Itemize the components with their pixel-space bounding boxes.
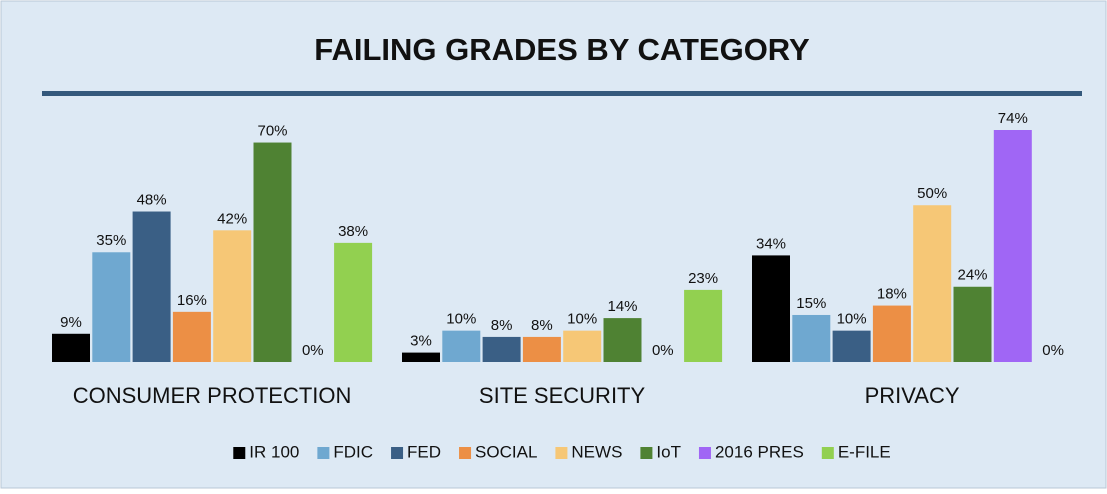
bar xyxy=(253,142,292,362)
legend-swatch xyxy=(459,447,472,459)
value-label: 14% xyxy=(607,298,637,315)
x-tick-label: SITE SECURITY xyxy=(479,383,646,408)
bar xyxy=(172,311,211,362)
legend-swatch xyxy=(391,447,404,459)
value-label: 10% xyxy=(837,311,867,328)
value-label: 0% xyxy=(652,342,674,359)
value-label: 18% xyxy=(877,286,907,303)
bar xyxy=(52,333,90,362)
bar xyxy=(213,230,252,362)
legend-label: E-FILE xyxy=(838,442,891,461)
value-label: 38% xyxy=(338,223,368,240)
value-label: 23% xyxy=(688,270,718,287)
bar xyxy=(603,318,642,362)
value-label: 9% xyxy=(60,314,82,331)
bar xyxy=(752,255,790,362)
value-label: 50% xyxy=(917,185,947,202)
bar xyxy=(684,289,723,362)
bar xyxy=(993,130,1032,362)
bar xyxy=(522,336,561,362)
value-label: 10% xyxy=(567,311,597,328)
title-rule xyxy=(42,91,1082,96)
bar xyxy=(482,336,521,362)
value-label: 35% xyxy=(96,232,126,249)
bar xyxy=(334,242,373,362)
bar xyxy=(402,352,440,362)
value-label: 0% xyxy=(1042,342,1064,359)
value-label: 34% xyxy=(756,235,786,252)
chart-title: FAILING GRADES BY CATEGORY xyxy=(314,32,810,67)
legend-swatch xyxy=(555,447,568,459)
value-label: 48% xyxy=(137,191,167,208)
legend-label: SOCIAL xyxy=(475,442,537,461)
value-label: 24% xyxy=(957,267,987,284)
bar xyxy=(953,286,992,362)
legend-swatch xyxy=(317,447,330,459)
value-label: 8% xyxy=(531,317,553,334)
value-label: 15% xyxy=(796,295,826,312)
bar xyxy=(442,330,481,362)
x-tick-label: CONSUMER PROTECTION xyxy=(73,383,352,408)
x-tick-label: PRIVACY xyxy=(865,383,960,408)
bar xyxy=(872,305,911,362)
bar xyxy=(832,330,871,362)
value-label: 0% xyxy=(302,342,324,359)
value-label: 8% xyxy=(491,317,513,334)
bar xyxy=(132,211,171,362)
legend-swatch xyxy=(821,447,834,459)
bar xyxy=(792,314,831,362)
value-label: 3% xyxy=(410,333,432,350)
legend-swatch xyxy=(698,447,711,459)
value-label: 42% xyxy=(217,210,247,227)
legend-label: IR 100 xyxy=(249,442,299,461)
value-label: 74% xyxy=(998,110,1028,127)
legend-label: FDIC xyxy=(333,442,373,461)
legend-label: FED xyxy=(407,442,441,461)
value-label: 16% xyxy=(177,292,207,309)
bar xyxy=(92,252,131,362)
legend-label: NEWS xyxy=(571,442,622,461)
value-label: 10% xyxy=(446,311,476,328)
legend-label: 2016 PRES xyxy=(715,442,804,461)
legend-label: IoT xyxy=(656,442,681,461)
legend-swatch xyxy=(233,447,246,459)
value-label: 70% xyxy=(257,123,287,140)
bar xyxy=(913,205,952,362)
bar xyxy=(563,330,602,362)
legend-swatch xyxy=(640,447,653,459)
